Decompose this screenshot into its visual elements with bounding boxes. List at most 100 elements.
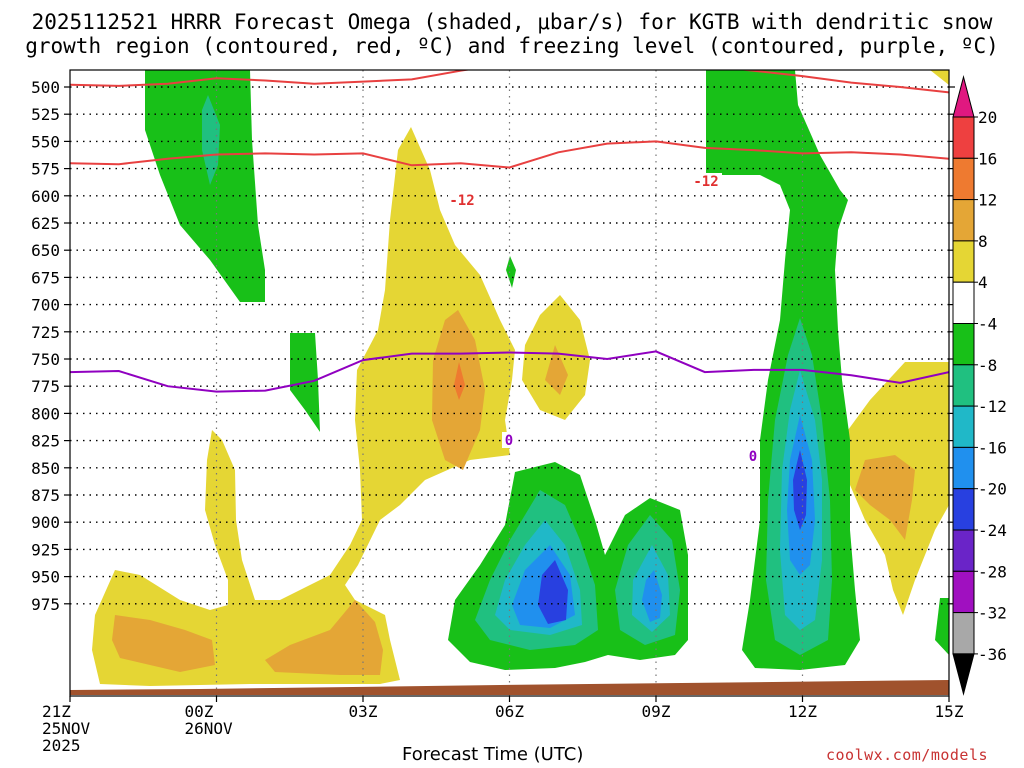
omega-green-edge-1 (935, 598, 949, 655)
x-tick-label: 09Z (636, 703, 676, 720)
y-tick-label: 575 (31, 160, 60, 179)
y-tick-label: 950 (31, 568, 60, 587)
chart-title-line2: growth region (contoured, red, ºC) and f… (25, 34, 999, 58)
x-tick-label: 03Z (343, 703, 383, 720)
x-tick-line: 2025 (42, 736, 81, 755)
chart-title-line1: 2025112521 HRRR Forecast Omega (shaded, … (31, 10, 993, 34)
y-tick-label: 825 (31, 432, 60, 451)
y-axis: 500 525 550 575 600 625 650 675 700 725 750 775 800 8… (31, 78, 955, 614)
contour-label-neg12-a: -12 (449, 193, 474, 209)
omega-orange-5 (855, 455, 915, 540)
contour-label-bg (746, 448, 760, 464)
colorbar-swatch (952, 364, 975, 407)
y-tick-label: 850 (31, 459, 60, 478)
contour-label-bg (502, 432, 516, 448)
colorbar-swatch (952, 488, 975, 531)
omega-blue-lower-2 (642, 570, 662, 622)
contour-label-0-a: 0 (505, 433, 513, 449)
y-tick-label: 875 (31, 486, 60, 505)
x-tick-line: 15Z (934, 702, 964, 721)
colorbar-label: 20 (978, 108, 997, 127)
x-tick-line: 12Z (788, 702, 817, 721)
y-tick-label: 800 (31, 404, 60, 423)
x-tick-line: 06Z (495, 702, 524, 721)
y-tick-label: 900 (31, 513, 60, 532)
y-tick-label: 625 (31, 214, 60, 233)
omega-red-dot (454, 362, 465, 400)
x-axis-label: Forecast Time (UTC) (402, 744, 584, 765)
colorbar-swatch (952, 405, 975, 448)
x-tick-line: 03Z (348, 702, 378, 721)
grid-lines (70, 70, 949, 696)
colorbar-label: 4 (978, 273, 988, 292)
omega-green-small-2 (506, 256, 516, 288)
contour-label-0-b: 0 (749, 449, 757, 465)
colorbar-label: -24 (978, 521, 1007, 540)
colorbar-swatch (952, 570, 975, 614)
y-tick-label: 550 (31, 132, 60, 151)
y-tick-label: 675 (31, 268, 60, 287)
colorbar-swatch (952, 529, 975, 572)
x-tick-line: 09Z (641, 702, 671, 721)
x-tick-label: 15Z (929, 703, 969, 720)
omega-yellow-main (92, 127, 515, 686)
colorbar: 20 16 12 8 4 -4 -8 -12 -16 -20 -24 -28 -32 -36 (952, 75, 1007, 696)
colorbar-swatch (952, 281, 975, 325)
omega-orange-3 (112, 615, 215, 672)
y-tick-label: 525 (31, 105, 60, 124)
y-tick-label: 975 (31, 595, 60, 614)
x-tick-line: 21Z (42, 702, 71, 721)
x-tick-label: 06Z (490, 703, 530, 720)
colorbar-label: -32 (978, 604, 1007, 623)
omega-green-left (145, 70, 265, 302)
x-tick-label: 12Z (783, 703, 823, 720)
omega-orange-4 (265, 600, 383, 675)
contours (70, 70, 949, 393)
colorbar-swatch (952, 323, 975, 366)
y-tick-label: 925 (31, 540, 60, 559)
omega-teal-left (202, 95, 220, 185)
colorbar-swatch (952, 157, 975, 201)
y-tick-label: 500 (31, 78, 60, 97)
y-tick-label: 700 (31, 296, 60, 315)
ground-terrain (70, 680, 949, 695)
colorbar-label: -16 (978, 438, 1007, 457)
contour--12-line (70, 70, 949, 94)
colorbar-label: -36 (978, 645, 1007, 664)
colorbar-top-arrow (952, 75, 975, 118)
x-tick-label: 21Z 25NOV 2025 (42, 703, 90, 754)
x-tick-label: 00Z 26NOV (185, 703, 233, 737)
colorbar-label: -8 (978, 356, 997, 375)
omega-yellow-corner (930, 70, 949, 85)
colorbar-label: -28 (978, 562, 1007, 581)
colorbar-swatch (952, 116, 975, 159)
x-tick-line: 26NOV (184, 719, 233, 738)
credit-link[interactable]: coolwx.com/models (826, 746, 989, 764)
contour-label-bg (690, 173, 722, 189)
colorbar-label: 12 (978, 191, 997, 210)
x-tick-line: 00Z (184, 702, 214, 721)
colorbar-label: -20 (978, 480, 1007, 499)
contour-label-bg (448, 192, 476, 208)
y-tick-label: 750 (31, 350, 60, 369)
colorbar-label: 8 (978, 232, 988, 251)
x-tick-line: 25NOV (42, 719, 91, 738)
colorbar-bottom-arrow (952, 653, 975, 696)
colorbar-label: -4 (978, 315, 997, 334)
contour-labels: -12 -12 0 0 (448, 173, 760, 465)
contour-label-neg12-b: -12 (693, 174, 718, 190)
y-tick-label: 725 (31, 323, 60, 342)
y-tick-label: 775 (31, 377, 60, 396)
colorbar-swatch (952, 446, 975, 490)
omega-darkblue-right (793, 450, 807, 530)
y-tick-label: 600 (31, 187, 60, 206)
contour-0-line (70, 350, 949, 393)
colorbar-label: -12 (978, 397, 1007, 416)
colorbar-swatch (952, 612, 975, 655)
colorbar-swatch (952, 240, 975, 283)
omega-orange-2 (545, 345, 568, 395)
colorbar-swatch (952, 199, 975, 242)
contour--12-line (70, 140, 949, 169)
y-tick-label: 650 (31, 241, 60, 260)
